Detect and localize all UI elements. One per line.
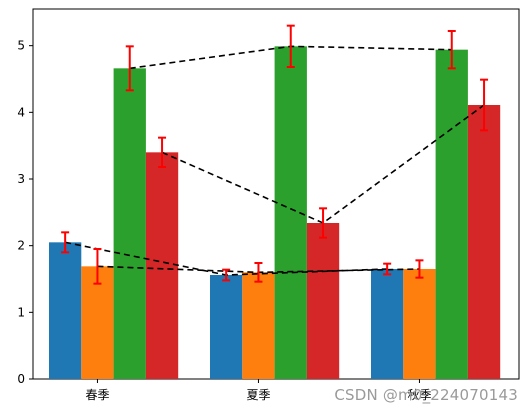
bar	[274, 46, 307, 379]
x-tick-label: 夏季	[246, 388, 270, 402]
bar	[306, 223, 340, 379]
y-axis: 0 1 2 3 4 5	[17, 39, 33, 386]
x-axis: 春季 夏季 秋季	[85, 379, 431, 402]
x-tick-label: 秋季	[407, 388, 431, 402]
x-tick-label: 春季	[85, 388, 109, 402]
y-tick-label: 4	[17, 105, 25, 119]
bar	[467, 105, 501, 379]
y-tick-label: 1	[17, 305, 25, 319]
watermark-text: CSDN @m0_224070143	[334, 386, 518, 404]
y-tick-label: 3	[17, 172, 25, 186]
bar	[403, 269, 436, 379]
y-tick-label: 2	[17, 239, 25, 253]
bar	[113, 68, 146, 379]
bar	[145, 152, 179, 379]
error-bars-group	[61, 24, 489, 285]
bar	[81, 266, 114, 379]
bar	[435, 49, 468, 380]
bar	[210, 275, 243, 379]
bar	[371, 269, 404, 379]
y-tick-label: 5	[17, 39, 25, 53]
y-tick-label: 0	[17, 372, 25, 386]
bars-group	[49, 46, 501, 380]
bar	[49, 242, 82, 379]
bar	[242, 272, 275, 379]
